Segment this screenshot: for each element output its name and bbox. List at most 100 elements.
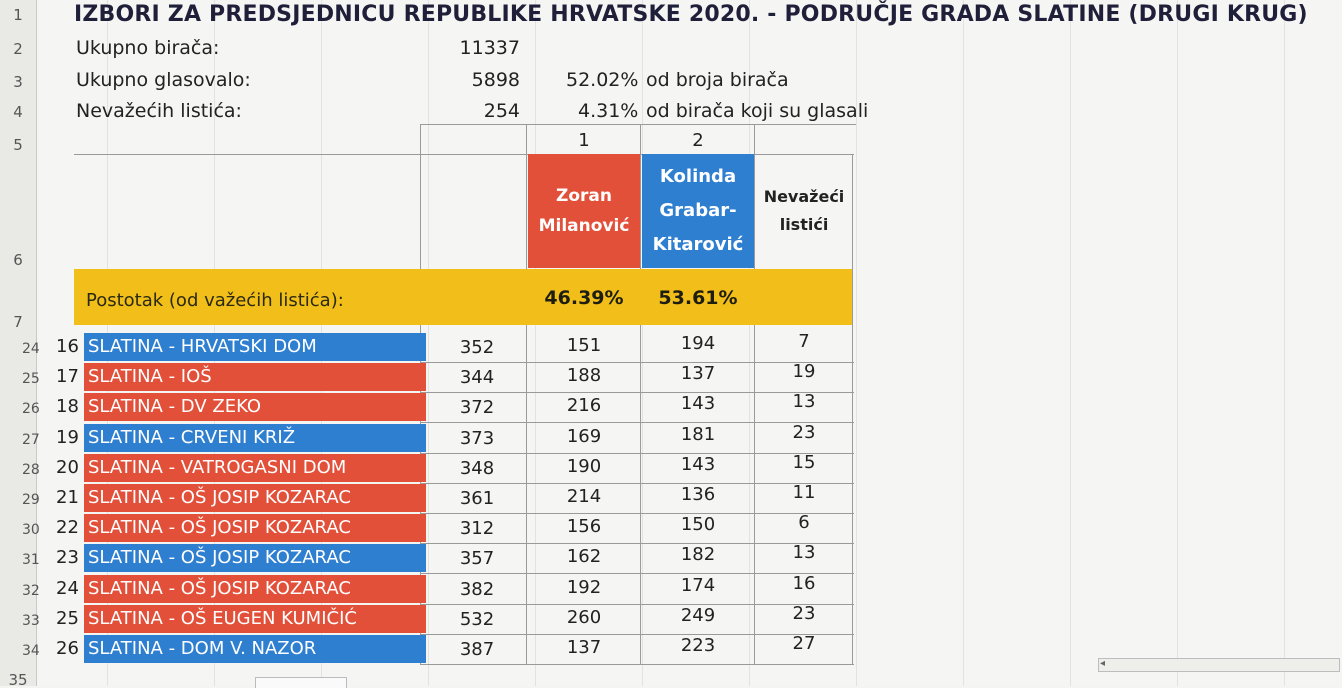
header-invalid-ballots[interactable]: Nevažeći listići <box>756 154 852 268</box>
cand2-votes-cell[interactable]: 143 <box>680 393 716 414</box>
invalid-percent[interactable]: 4.31% <box>578 100 639 122</box>
row-number[interactable]: 31 <box>22 552 40 568</box>
voters-cell[interactable]: 352 <box>459 337 495 358</box>
voters-cell[interactable]: 387 <box>459 639 495 660</box>
voters-cell[interactable]: 344 <box>459 367 495 388</box>
station-name[interactable]: SLATINA - OŠ JOSIP KOZARAC <box>84 484 426 512</box>
cand1-votes-cell[interactable]: 214 <box>566 486 602 507</box>
voted-percent-note[interactable]: od broja birača <box>646 69 789 91</box>
column-number[interactable]: 2 <box>692 130 704 151</box>
cand2-votes-cell[interactable]: 150 <box>680 514 716 535</box>
sheet-tab[interactable] <box>255 677 347 688</box>
row-number[interactable]: 3 <box>13 73 23 91</box>
cand2-votes-cell[interactable]: 249 <box>680 605 716 626</box>
table-row[interactable]: 31 23 SLATINA - OŠ JOSIP KOZARAC 357 162 182 1… <box>0 542 860 574</box>
voted-percent[interactable]: 52.02% <box>566 69 639 91</box>
voters-cell[interactable]: 357 <box>459 548 495 569</box>
invalid-cell[interactable]: 13 <box>792 391 816 412</box>
row-number[interactable]: 24 <box>22 341 40 357</box>
voted-value[interactable]: 5898 <box>471 69 520 91</box>
station-name[interactable]: SLATINA - VATROGASNI DOM <box>84 454 426 482</box>
voters-cell[interactable]: 382 <box>459 579 495 600</box>
station-name[interactable]: SLATINA - CRVENI KRIŽ <box>84 424 426 452</box>
station-seq[interactable]: 26 <box>56 638 79 659</box>
row-number[interactable]: 34 <box>22 643 40 659</box>
table-row[interactable]: 29 21 SLATINA - OŠ JOSIP KOZARAC 361 214 136 1… <box>0 482 860 514</box>
row-number[interactable]: 35 <box>8 671 28 685</box>
row-number[interactable]: 25 <box>22 371 40 387</box>
row-number[interactable]: 26 <box>22 401 40 417</box>
voters-cell[interactable]: 372 <box>459 397 495 418</box>
table-row[interactable]: 34 26 SLATINA - DOM V. NAZOR 387 137 223 27 <box>0 633 860 665</box>
invalid-cell[interactable]: 23 <box>792 603 816 624</box>
cand2-votes-cell[interactable]: 174 <box>680 575 716 596</box>
invalid-label[interactable]: Nevažećih listića: <box>76 100 242 122</box>
row-number[interactable]: 28 <box>22 462 40 478</box>
voters-cell[interactable]: 361 <box>459 488 495 509</box>
station-seq[interactable]: 23 <box>56 547 79 568</box>
cand2-votes-cell[interactable]: 194 <box>680 333 716 354</box>
row-number[interactable]: 1 <box>13 6 23 24</box>
table-row[interactable]: 30 22 SLATINA - OŠ JOSIP KOZARAC 312 156 150 6 <box>0 512 860 544</box>
voted-label[interactable]: Ukupno glasovalo: <box>76 69 251 91</box>
voters-cell[interactable]: 312 <box>459 518 495 539</box>
invalid-cell[interactable]: 13 <box>792 542 816 563</box>
cand2-votes-cell[interactable]: 136 <box>680 484 716 505</box>
station-name[interactable]: SLATINA - HRVATSKI DOM <box>84 333 426 361</box>
station-seq[interactable]: 22 <box>56 517 79 538</box>
cand1-votes-cell[interactable]: 151 <box>566 335 602 356</box>
cand1-votes-cell[interactable]: 260 <box>566 607 602 628</box>
station-name[interactable]: SLATINA - OŠ JOSIP KOZARAC <box>84 544 426 572</box>
cand2-votes-cell[interactable]: 181 <box>680 424 716 445</box>
station-name[interactable]: SLATINA - OŠ EUGEN KUMIČIĆ <box>84 605 426 633</box>
table-row[interactable]: 26 18 SLATINA - DV ZEKO 372 216 143 13 <box>0 391 860 423</box>
invalid-value[interactable]: 254 <box>483 100 520 122</box>
invalid-cell[interactable]: 23 <box>792 422 816 443</box>
station-seq[interactable]: 17 <box>56 366 79 387</box>
registered-value[interactable]: 11337 <box>459 37 520 59</box>
invalid-cell[interactable]: 19 <box>792 361 816 382</box>
percentage-row[interactable] <box>74 269 852 325</box>
cand1-votes-cell[interactable]: 188 <box>566 365 602 386</box>
voters-cell[interactable]: 373 <box>459 428 495 449</box>
station-name[interactable]: SLATINA - IOŠ <box>84 363 426 391</box>
row-number[interactable]: 2 <box>13 40 23 58</box>
row-number[interactable]: 29 <box>22 492 40 508</box>
table-row[interactable]: 24 16 SLATINA - HRVATSKI DOM 352 151 194 7 <box>0 331 860 363</box>
station-name[interactable]: SLATINA - OŠ JOSIP KOZARAC <box>84 575 426 603</box>
voters-cell[interactable]: 532 <box>459 609 495 630</box>
station-seq[interactable]: 20 <box>56 457 79 478</box>
cand2-votes-cell[interactable]: 182 <box>680 544 716 565</box>
station-seq[interactable]: 16 <box>56 336 79 357</box>
row-number[interactable]: 6 <box>13 251 23 269</box>
invalid-cell[interactable]: 15 <box>792 452 816 473</box>
cand2-votes-cell[interactable]: 223 <box>680 635 716 656</box>
cand1-votes-cell[interactable]: 156 <box>566 516 602 537</box>
voters-cell[interactable]: 348 <box>459 458 495 479</box>
invalid-cell[interactable]: 16 <box>792 573 816 594</box>
table-row[interactable]: 32 24 SLATINA - OŠ JOSIP KOZARAC 382 192 174 1… <box>0 573 860 605</box>
cand1-votes-cell[interactable]: 216 <box>566 395 602 416</box>
cand1-votes-cell[interactable]: 169 <box>566 426 602 447</box>
invalid-percent-note[interactable]: od birača koji su glasali <box>646 100 869 122</box>
station-seq[interactable]: 24 <box>56 578 79 599</box>
row-number[interactable]: 33 <box>22 613 40 629</box>
station-seq[interactable]: 18 <box>56 396 79 417</box>
registered-label[interactable]: Ukupno birača: <box>76 37 220 59</box>
row-number[interactable]: 4 <box>13 103 23 121</box>
table-row[interactable]: 27 19 SLATINA - CRVENI KRIŽ 373 169 181 23 <box>0 422 860 454</box>
cand2-votes-cell[interactable]: 137 <box>680 363 716 384</box>
row-header-column[interactable] <box>0 0 37 686</box>
row-number[interactable]: 32 <box>22 583 40 599</box>
header-kolinda-grabar-kitarovic[interactable]: Kolinda Grabar- Kitarović <box>642 154 754 268</box>
row-number[interactable]: 27 <box>22 432 40 448</box>
sheet-title[interactable]: IZBORI ZA PREDSJEDNICU REPUBLIKE HRVATSK… <box>74 2 1308 27</box>
cand2-votes-cell[interactable]: 143 <box>680 454 716 475</box>
table-row[interactable]: 28 20 SLATINA - VATROGASNI DOM 348 190 143 15 <box>0 452 860 484</box>
station-name[interactable]: SLATINA - OŠ JOSIP KOZARAC <box>84 514 426 542</box>
station-seq[interactable]: 19 <box>56 427 79 448</box>
scroll-left-icon[interactable]: ◂ <box>1100 658 1106 669</box>
cand1-votes-cell[interactable]: 162 <box>566 546 602 567</box>
cand1-votes-cell[interactable]: 137 <box>566 637 602 658</box>
row-number[interactable]: 5 <box>13 136 23 154</box>
